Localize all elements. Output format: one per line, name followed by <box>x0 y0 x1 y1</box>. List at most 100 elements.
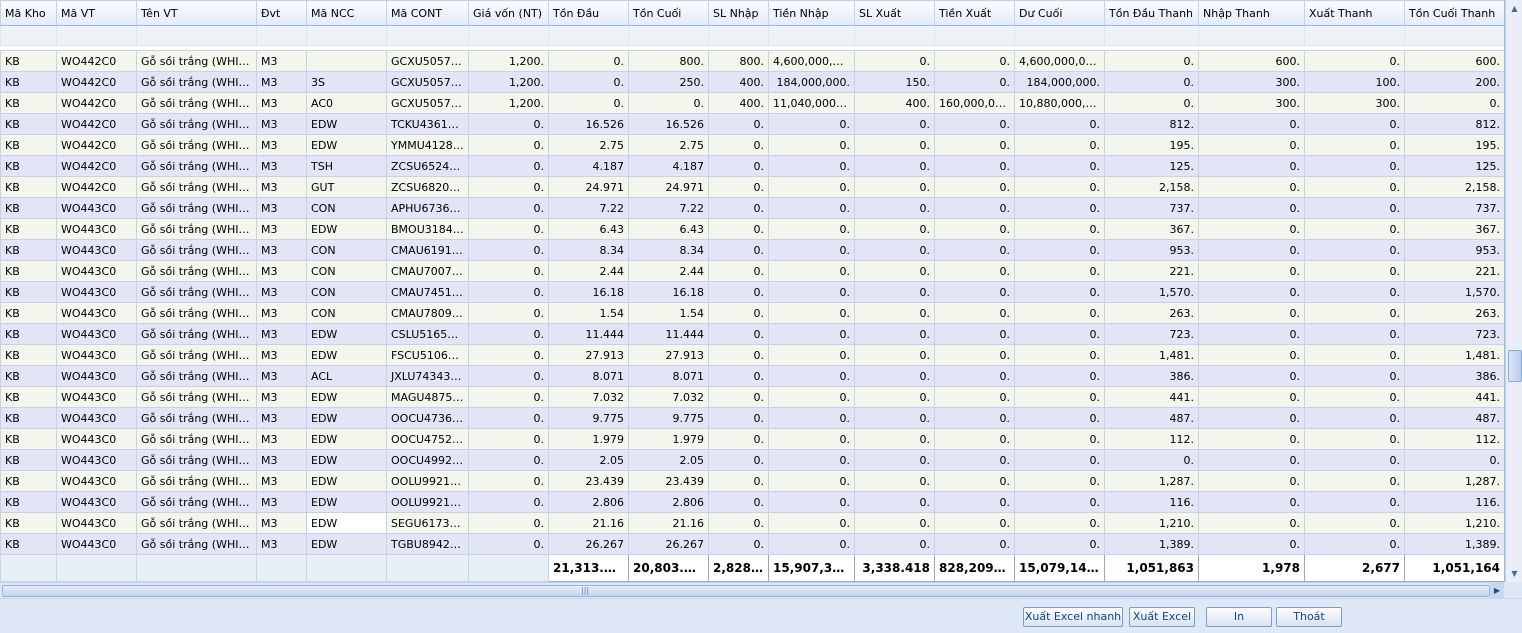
table-cell[interactable]: 1.979 <box>548 428 629 450</box>
table-cell[interactable]: KB <box>0 428 57 450</box>
table-cell[interactable]: KB <box>0 197 57 219</box>
table-cell[interactable]: 0. <box>934 260 1015 282</box>
table-cell[interactable]: 0. <box>1304 302 1405 324</box>
table-cell[interactable]: GCXU5057906 <box>386 50 469 72</box>
table-cell[interactable]: 7.032 <box>628 386 709 408</box>
filter-cell[interactable] <box>854 25 935 46</box>
table-row[interactable]: KB WO442C0 Gỗ sồi trắng (WHITE ... M3 AC0 GCX… <box>0 92 1504 114</box>
table-row[interactable]: KB WO443C0 Gỗ sồi trắng (WHITE ... M3 CON CMA… <box>0 302 1504 324</box>
table-cell[interactable]: 400. <box>708 71 769 93</box>
table-cell[interactable]: CON <box>306 302 387 324</box>
table-row[interactable]: KB WO443C0 Gỗ sồi trắng (WHITE ... M3 EDW MAG… <box>0 386 1504 408</box>
table-cell[interactable]: 0. <box>854 302 935 324</box>
table-cell[interactable]: 0. <box>1104 449 1199 471</box>
table-cell[interactable]: 0. <box>854 134 935 156</box>
table-cell[interactable]: 0. <box>768 344 855 366</box>
table-cell[interactable]: 0. <box>854 50 935 72</box>
table-cell[interactable]: 0. <box>1014 218 1105 240</box>
table-cell[interactable]: 367. <box>1104 218 1199 240</box>
table-cell[interactable]: 0. <box>1198 428 1305 450</box>
table-cell[interactable]: 0. <box>1304 155 1405 177</box>
table-row[interactable]: KB WO443C0 Gỗ sồi trắng (WHITE ... M3 CON CMA… <box>0 260 1504 282</box>
table-cell[interactable]: 0. <box>708 470 769 492</box>
table-cell[interactable]: 0. <box>708 491 769 513</box>
table-cell[interactable]: 0. <box>468 281 549 303</box>
table-cell[interactable]: 0. <box>1014 323 1105 345</box>
table-cell[interactable]: 0. <box>1014 176 1105 198</box>
column-header[interactable]: Tồn Cuối <box>628 0 709 26</box>
table-cell[interactable]: WO443C0 <box>56 365 137 387</box>
table-cell[interactable]: 0. <box>1304 365 1405 387</box>
table-cell[interactable]: OOCU4752898 <box>386 428 469 450</box>
filter-cell[interactable] <box>256 25 307 46</box>
column-header[interactable]: Tồn Cuối Thanh <box>1404 0 1504 26</box>
table-cell[interactable]: 0. <box>854 176 935 198</box>
table-cell[interactable]: 1.979 <box>628 428 709 450</box>
scroll-up-icon[interactable]: ▲ <box>1511 4 1518 13</box>
table-cell[interactable]: CSLU5165346 <box>386 323 469 345</box>
table-cell[interactable]: 0. <box>628 92 709 114</box>
column-header[interactable]: Giá vốn (NT) <box>468 0 549 26</box>
table-cell[interactable]: 0. <box>934 428 1015 450</box>
table-cell[interactable]: 800. <box>628 50 709 72</box>
table-cell[interactable]: 24.971 <box>628 176 709 198</box>
table-cell[interactable]: 0. <box>1198 386 1305 408</box>
table-cell[interactable]: 27.913 <box>628 344 709 366</box>
table-cell[interactable]: 0. <box>934 197 1015 219</box>
table-cell[interactable]: Gỗ sồi trắng (WHITE ... <box>136 449 257 471</box>
table-cell[interactable]: Gỗ sồi trắng (WHITE ... <box>136 71 257 93</box>
table-cell[interactable]: Gỗ sồi trắng (WHITE ... <box>136 134 257 156</box>
table-cell[interactable]: 0. <box>468 407 549 429</box>
table-cell[interactable]: 0. <box>1014 386 1105 408</box>
table-cell[interactable]: M3 <box>256 218 307 240</box>
table-cell[interactable]: 0. <box>934 113 1015 135</box>
table-cell[interactable]: 1,481. <box>1104 344 1199 366</box>
table-row[interactable]: KB WO442C0 Gỗ sồi trắng (WHITE ... M3 GUT ZCS… <box>0 176 1504 198</box>
column-header[interactable]: Mã VT <box>56 0 137 26</box>
table-cell[interactable]: KB <box>0 491 57 513</box>
table-cell[interactable]: KB <box>0 302 57 324</box>
table-cell[interactable]: Gỗ sồi trắng (WHITE ... <box>136 407 257 429</box>
table-cell[interactable]: 0. <box>1404 449 1504 471</box>
table-cell[interactable]: KB <box>0 134 57 156</box>
table-cell[interactable]: 0. <box>1014 302 1105 324</box>
table-cell[interactable]: 0. <box>708 449 769 471</box>
column-header[interactable]: Mã Kho <box>0 0 57 26</box>
export-excel-button[interactable]: Xuất Excel <box>1129 607 1195 627</box>
vertical-scrollbar[interactable]: ▲ ▼ <box>1505 0 1522 582</box>
table-cell[interactable]: 386. <box>1404 365 1504 387</box>
table-cell[interactable]: 723. <box>1104 323 1199 345</box>
table-cell[interactable]: EDW <box>306 428 387 450</box>
table-cell[interactable]: 0. <box>708 407 769 429</box>
table-cell[interactable]: 16.18 <box>628 281 709 303</box>
table-cell[interactable]: 0. <box>1304 134 1405 156</box>
table-cell[interactable]: 0. <box>768 113 855 135</box>
table-cell[interactable]: 263. <box>1404 302 1504 324</box>
table-cell[interactable]: 0. <box>1198 239 1305 261</box>
table-cell[interactable]: 21.16 <box>548 512 629 534</box>
table-row[interactable]: KB WO443C0 Gỗ sồi trắng (WHITE ... M3 EDW SEG… <box>0 512 1504 534</box>
table-cell[interactable]: 0. <box>708 386 769 408</box>
table-cell[interactable]: 7.032 <box>548 386 629 408</box>
table-cell[interactable]: 0. <box>1198 134 1305 156</box>
table-cell[interactable]: WO442C0 <box>56 176 137 198</box>
table-cell[interactable]: 0. <box>934 302 1015 324</box>
table-cell[interactable]: 0. <box>468 449 549 471</box>
table-cell[interactable]: 2.05 <box>548 449 629 471</box>
table-cell[interactable]: 8.34 <box>548 239 629 261</box>
table-cell[interactable]: 0. <box>1198 449 1305 471</box>
table-cell[interactable]: 10,880,000,000. <box>1014 92 1105 114</box>
table-cell[interactable]: 487. <box>1404 407 1504 429</box>
table-cell[interactable]: 1,389. <box>1404 533 1504 555</box>
table-cell[interactable]: 1.54 <box>548 302 629 324</box>
table-cell[interactable]: 195. <box>1404 134 1504 156</box>
table-cell[interactable]: 116. <box>1404 491 1504 513</box>
table-cell[interactable]: KB <box>0 92 57 114</box>
table-row[interactable]: KB WO443C0 Gỗ sồi trắng (WHITE ... M3 CON CMA… <box>0 281 1504 303</box>
table-cell[interactable]: Gỗ sồi trắng (WHITE ... <box>136 155 257 177</box>
table-cell[interactable]: 0. <box>708 197 769 219</box>
table-cell[interactable]: 0. <box>768 197 855 219</box>
table-cell[interactable]: 112. <box>1104 428 1199 450</box>
table-cell[interactable]: 0. <box>854 218 935 240</box>
table-cell[interactable]: 0. <box>934 512 1015 534</box>
